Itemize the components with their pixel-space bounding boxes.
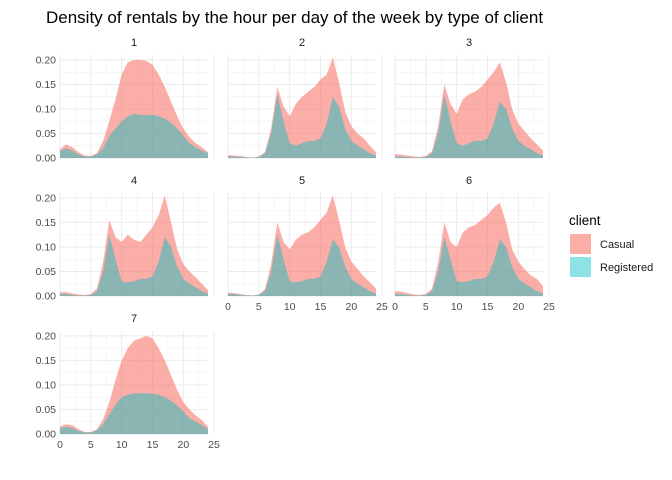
x-tick-label: 10 <box>116 439 128 451</box>
area-registered <box>60 113 208 158</box>
x-tick-label: 15 <box>147 439 159 451</box>
facet-panel-6: 6 0 5 10 15 20 25 <box>392 175 555 313</box>
facet-strip-label: 2 <box>299 37 305 49</box>
area-casual <box>228 195 376 296</box>
facet-panel-3: 3 <box>394 37 550 159</box>
x-tick-label: 10 <box>284 301 296 313</box>
legend-key <box>570 257 591 277</box>
y-tick-label: 0.05 <box>36 128 57 140</box>
y-tick-label: 0.00 <box>36 291 57 303</box>
y-tick-label: 0.00 <box>36 153 57 165</box>
area-registered <box>395 94 543 158</box>
area-registered <box>395 237 543 296</box>
legend-title: client <box>569 213 601 228</box>
x-tick-label: 20 <box>512 301 524 313</box>
facet-strip-label: 1 <box>131 37 137 49</box>
facet-panel-7: 7 0.00 0.05 0.10 0.15 0.20 0 5 10 15 20 25 <box>36 313 220 451</box>
facet-strip-label: 4 <box>131 175 137 187</box>
facet-panel-4: 4 0.00 0.05 0.10 0.15 0.20 <box>36 175 215 303</box>
x-tick-label: 25 <box>208 439 220 451</box>
area-registered <box>228 234 376 296</box>
x-tick-label: 5 <box>256 301 262 313</box>
x-tick-label: 15 <box>315 301 327 313</box>
area-registered <box>60 234 208 296</box>
y-tick-label: 0.05 <box>36 404 57 416</box>
x-tick-label: 0 <box>57 439 63 451</box>
y-tick-label: 0.20 <box>36 54 57 66</box>
legend-item-registered: Registered <box>570 257 653 277</box>
facet-panel-1: 1 0.00 0.05 0.10 0.15 0.20 <box>36 37 215 165</box>
x-tick-label: 20 <box>177 439 189 451</box>
y-tick-label: 0.15 <box>36 79 57 91</box>
x-tick-label: 0 <box>225 301 231 313</box>
x-tick-label: 0 <box>392 301 398 313</box>
facet-panel-5: 5 0 5 10 15 20 25 <box>225 175 388 313</box>
facet-strip-label: 7 <box>131 313 137 325</box>
y-tick-label: 0.15 <box>36 217 57 229</box>
y-tick-label: 0.15 <box>36 355 57 367</box>
area-registered <box>228 94 376 158</box>
x-tick-label: 5 <box>423 301 429 313</box>
facet-panels: 1 0.00 0.05 0.10 0.15 0.20 2 3 4 0.00 0.05 0.10 0.15… <box>36 37 555 451</box>
facet-strip-label: 6 <box>466 175 472 187</box>
area-casual <box>60 335 208 434</box>
y-tick-label: 0.20 <box>36 192 57 204</box>
x-tick-label: 25 <box>543 301 555 313</box>
area-casual <box>60 59 208 158</box>
x-tick-label: 10 <box>451 301 463 313</box>
y-tick-label: 0.05 <box>36 266 57 278</box>
x-tick-label: 25 <box>376 301 388 313</box>
x-tick-label: 20 <box>345 301 357 313</box>
chart-title: Density of rentals by the hour per day o… <box>46 8 543 27</box>
x-tick-label: 15 <box>482 301 494 313</box>
y-tick-label: 0.10 <box>36 103 57 115</box>
area-casual <box>395 202 543 296</box>
legend-item-casual: Casual <box>570 234 634 254</box>
area-casual <box>395 62 543 158</box>
facet-strip-label: 3 <box>466 37 472 49</box>
facet-panel-2: 2 <box>227 37 383 159</box>
legend-label: Registered <box>600 262 653 274</box>
area-casual <box>228 57 376 159</box>
area-casual <box>60 195 208 296</box>
y-tick-label: 0.10 <box>36 379 57 391</box>
legend-key <box>570 234 591 254</box>
area-registered <box>60 393 208 434</box>
y-tick-label: 0.00 <box>36 429 57 441</box>
y-tick-label: 0.10 <box>36 241 57 253</box>
facet-strip-label: 5 <box>299 175 305 187</box>
y-tick-label: 0.20 <box>36 330 57 342</box>
legend-label: Casual <box>600 239 634 251</box>
x-tick-label: 5 <box>88 439 94 451</box>
legend: client Casual Registered <box>569 213 653 277</box>
